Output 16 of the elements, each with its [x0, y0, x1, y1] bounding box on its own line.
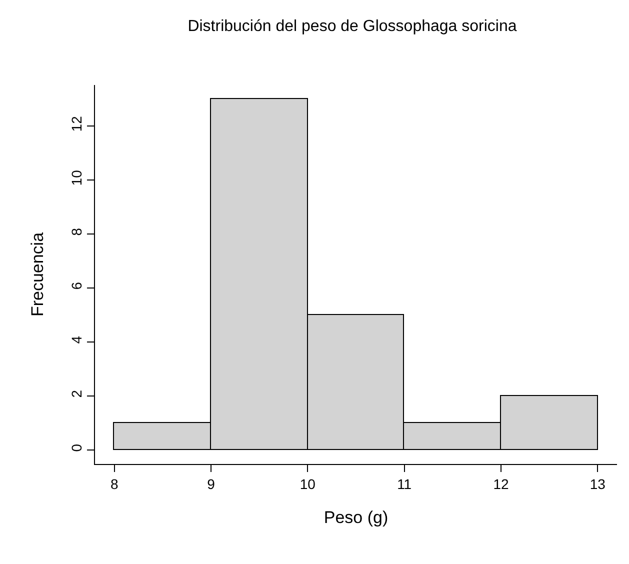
x-tick-label: 9 — [207, 476, 216, 492]
y-axis-title: Frecuencia — [28, 232, 47, 317]
x-tick-label: 12 — [493, 476, 509, 492]
y-tick-label: 6 — [68, 282, 84, 290]
y-tick-label: 10 — [68, 170, 84, 186]
x-tick-label: 11 — [397, 476, 412, 492]
x-tick-label: 10 — [300, 476, 316, 492]
y-tick-label: 2 — [68, 390, 84, 398]
x-tick-label: 8 — [110, 476, 118, 492]
chart-title: Distribución del peso de Glossophaga soricina — [188, 18, 517, 35]
y-tick-label: 12 — [68, 116, 84, 132]
y-tick-label: 0 — [68, 444, 84, 452]
y-tick-label: 4 — [68, 336, 84, 344]
x-tick-label: 13 — [590, 476, 606, 492]
y-tick-label: 8 — [68, 228, 84, 236]
x-axis-title: Peso (g) — [324, 508, 388, 528]
